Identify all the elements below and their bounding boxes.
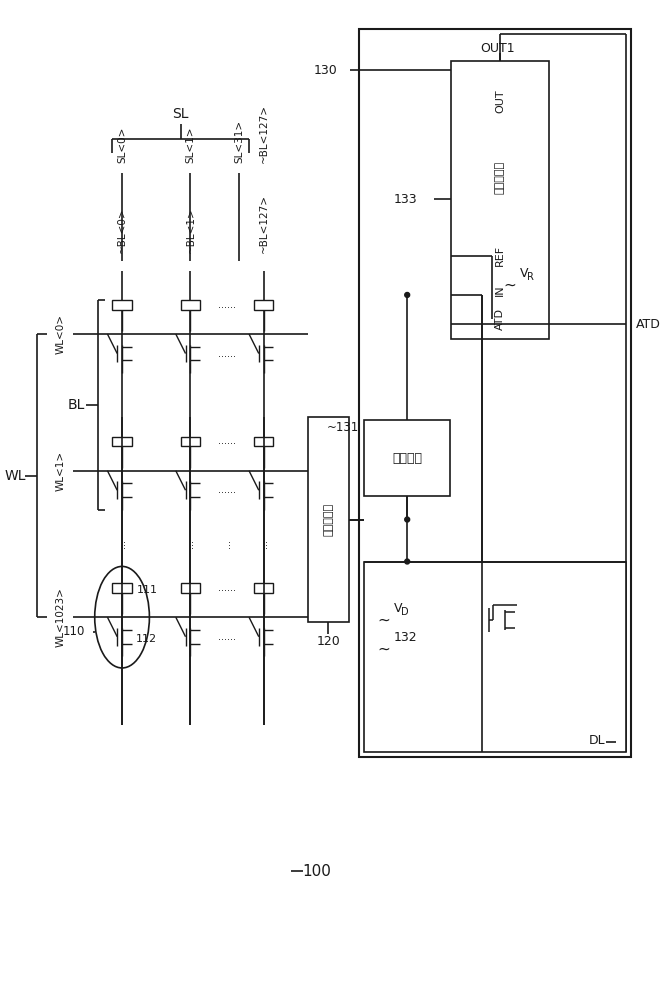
Text: SL<31>: SL<31>	[234, 120, 245, 163]
Text: 130: 130	[314, 64, 338, 77]
Text: D: D	[401, 607, 409, 617]
Text: 112: 112	[136, 634, 157, 644]
Bar	[112, 300, 132, 310]
Text: ~BL<127>: ~BL<127>	[258, 104, 268, 163]
Text: 132: 132	[393, 631, 417, 644]
Text: ......: ......	[218, 632, 236, 642]
Text: V: V	[520, 267, 528, 280]
Text: ATD: ATD	[495, 308, 505, 330]
Text: WL<1023>: WL<1023>	[56, 587, 65, 647]
Text: ~BL<0>: ~BL<0>	[117, 207, 127, 253]
Circle shape	[405, 559, 410, 564]
Text: ATD: ATD	[636, 318, 660, 331]
Text: ~: ~	[377, 642, 390, 657]
Bar	[112, 583, 132, 593]
Text: ......: ......	[218, 300, 236, 310]
Bar	[112, 437, 132, 446]
Text: ...: ...	[117, 539, 127, 548]
Bar	[254, 583, 274, 593]
Bar	[180, 437, 200, 446]
Text: WL: WL	[5, 469, 26, 483]
Text: 拉升装置: 拉升装置	[392, 452, 422, 465]
Bar	[180, 300, 200, 310]
Bar	[364, 562, 626, 752]
Text: V: V	[393, 602, 402, 615]
Text: REF: REF	[495, 245, 505, 266]
Text: BL: BL	[67, 398, 85, 412]
Text: SL<1>: SL<1>	[186, 127, 196, 163]
Bar	[254, 300, 274, 310]
Text: ~BL<127>: ~BL<127>	[258, 194, 268, 253]
Circle shape	[405, 517, 410, 522]
Bar	[364, 420, 450, 496]
Text: WL<0>: WL<0>	[56, 314, 65, 354]
Bar	[360, 29, 631, 757]
Text: OUT: OUT	[495, 90, 505, 113]
Text: ...: ...	[186, 539, 196, 548]
Bar	[254, 437, 274, 446]
Text: OUT1: OUT1	[481, 42, 515, 55]
Bar	[451, 61, 549, 339]
Text: ...: ...	[222, 539, 232, 548]
Text: 100: 100	[303, 864, 332, 879]
Text: SL: SL	[173, 107, 189, 121]
Text: ......: ......	[218, 436, 236, 446]
Text: ~BL<1>: ~BL<1>	[186, 207, 196, 253]
Text: ~: ~	[504, 278, 516, 293]
Text: 111: 111	[137, 585, 158, 595]
Text: 133: 133	[393, 193, 417, 206]
Text: 多工器阵列: 多工器阵列	[323, 503, 333, 536]
Text: DL: DL	[588, 734, 605, 747]
Text: 感测放大器: 感测放大器	[495, 161, 505, 194]
Bar	[307, 417, 348, 622]
Text: 110: 110	[63, 625, 85, 638]
Text: R: R	[527, 272, 534, 282]
Text: ......: ......	[218, 485, 236, 495]
Text: 120: 120	[316, 635, 340, 648]
Circle shape	[405, 292, 410, 297]
Text: ......: ......	[218, 349, 236, 359]
Text: SL<0>: SL<0>	[117, 127, 127, 163]
Text: IN: IN	[495, 284, 505, 296]
Text: ......: ......	[218, 583, 236, 593]
Text: WL<1>: WL<1>	[56, 451, 65, 491]
Text: ...: ...	[258, 539, 268, 548]
Text: ~131: ~131	[327, 421, 360, 434]
Text: ~: ~	[377, 613, 390, 628]
Bar	[180, 583, 200, 593]
